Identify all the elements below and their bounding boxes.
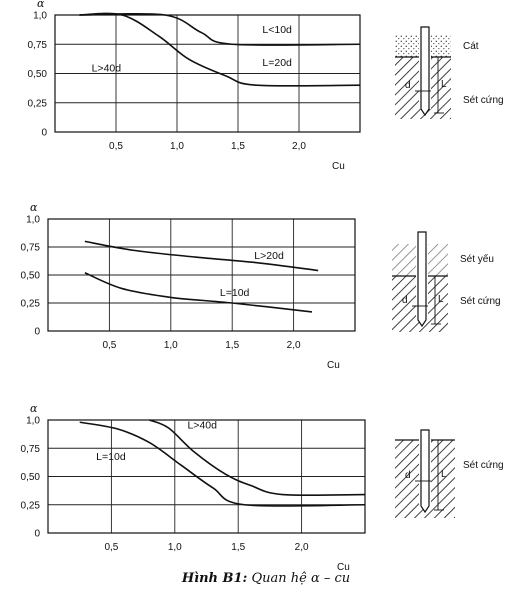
- length-label: L: [438, 294, 444, 305]
- x-tick-label: 2,0: [287, 340, 301, 351]
- curve-label: L<10d: [262, 24, 292, 36]
- y-tick-label: 1,0: [33, 11, 47, 22]
- diameter-label: d: [405, 80, 411, 91]
- y-tick-label: 0,75: [21, 444, 41, 455]
- x-tick-label: 1,5: [225, 340, 239, 351]
- top-soil-label: Cát: [463, 41, 479, 52]
- y-tick-label: 0: [34, 529, 40, 540]
- y-axis-label: α: [37, 0, 45, 10]
- y-tick-label: 0,75: [21, 243, 41, 254]
- pile-diagram-2: Ld Sét yếu Sét cứng: [392, 231, 501, 332]
- x-axis-label: Cu: [327, 360, 340, 371]
- y-tick-label: 0,50: [21, 472, 41, 483]
- y-tick-label: 0,75: [28, 40, 48, 51]
- diameter-label: d: [405, 470, 411, 481]
- y-axis-label: α: [30, 402, 38, 415]
- x-tick-label: 0,5: [109, 141, 123, 152]
- y-tick-label: 0: [34, 327, 40, 338]
- series-line-l10d: [79, 12, 361, 46]
- chart-1: 1,0 0,75 0,50 0,25 0 0,5 1,0 1,5 2,0 α Cu L<10d L=20…: [28, 0, 361, 172]
- plot-frame: [54, 14, 361, 133]
- series-line-l10d: [79, 421, 366, 507]
- x-tick-label: 0,5: [104, 542, 118, 553]
- y-tick-label: 0,25: [21, 500, 41, 511]
- bottom-soil-label: Sét cứng: [463, 95, 504, 106]
- x-tick-label: 0,5: [102, 340, 116, 351]
- caption-figure-number: Hình B1:: [181, 571, 248, 586]
- y-tick-label: 0,50: [21, 271, 41, 282]
- bottom-soil-label: Sét cứng: [463, 460, 504, 471]
- series-line-l40d: [79, 12, 361, 87]
- pile-icon: [417, 231, 427, 328]
- caption-text: Quan hệ α – cu: [251, 571, 351, 586]
- diameter-label: d: [402, 295, 408, 306]
- x-tick-label: 1,0: [168, 542, 182, 553]
- curve-label: L=10d: [220, 287, 250, 299]
- x-tick-label: 1,0: [164, 340, 178, 351]
- pile-icon: [420, 26, 430, 117]
- x-tick-label: 1,5: [231, 542, 245, 553]
- series-line-l40d: [149, 419, 366, 497]
- x-tick-label: 1,5: [231, 141, 245, 152]
- y-tick-label: 0,50: [28, 69, 48, 80]
- figure-caption: Hình B1: Quan hệ α – cu: [0, 571, 532, 586]
- y-tick-label: 0,25: [28, 98, 48, 109]
- plot-frame: [47, 218, 356, 332]
- x-tick-label: 2,0: [295, 542, 309, 553]
- curve-label: L>40d: [187, 420, 217, 432]
- curve-label: L=10d: [96, 451, 126, 463]
- x-axis-label: Cu: [332, 161, 345, 172]
- x-tick-label: 1,0: [170, 141, 184, 152]
- y-tick-label: 1,0: [26, 215, 40, 226]
- curve-label: L=20d: [262, 57, 292, 69]
- series-line-l20d: [84, 240, 319, 272]
- x-tick-label: 2,0: [292, 141, 306, 152]
- length-label: L: [441, 79, 447, 90]
- bottom-soil-label: Sét cứng: [460, 296, 501, 307]
- top-soil-label: Sét yếu: [460, 253, 494, 265]
- curve-label: L>20d: [254, 250, 284, 262]
- pile-diagram-3: Ld Sét cứng: [395, 429, 504, 518]
- series-line-l10d: [84, 272, 313, 313]
- chart-2: 1,0 0,75 0,50 0,25 0 0,5 1,0 1,5 2,0 α Cu L>20d L=10…: [21, 201, 356, 371]
- x-axis-label: Cu: [337, 562, 350, 573]
- y-tick-label: 0,25: [21, 299, 41, 310]
- curve-label: L>40d: [92, 63, 122, 75]
- plot-frame: [47, 419, 366, 534]
- pile-diagram-1: Ld Cát Sét cứng: [395, 26, 504, 119]
- y-axis-label: α: [30, 201, 38, 214]
- chart-3: 1,0 0,75 0,50 0,25 0 0,5 1,0 1,5 2,0 α Cu L>40d L=10…: [21, 402, 366, 573]
- y-tick-label: 0: [41, 128, 47, 139]
- length-label: L: [441, 469, 447, 480]
- pile-icon: [420, 429, 430, 514]
- y-tick-label: 1,0: [26, 416, 40, 427]
